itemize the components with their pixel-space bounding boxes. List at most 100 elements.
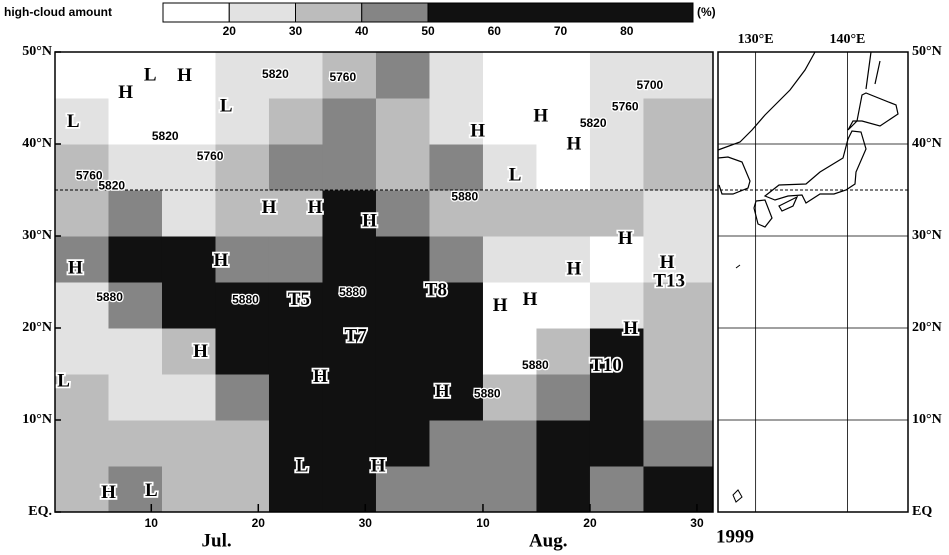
cloud-cell [429, 52, 484, 99]
coastline [763, 130, 867, 204]
cloud-cell [268, 374, 323, 421]
cloud-cell [108, 52, 163, 99]
map-y-tick-label: 50°N [912, 44, 942, 59]
coastline [753, 199, 773, 228]
y-tick-label: 50°N [22, 44, 52, 59]
y-tick-label: 10°N [22, 412, 52, 427]
x-tick-label: 30 [359, 516, 373, 530]
cloud-cell [161, 466, 216, 513]
cloud-cell [161, 282, 216, 329]
pressure-label: H [470, 120, 485, 141]
cloud-cell [589, 190, 644, 237]
cloud-cell [215, 236, 270, 283]
cloud-cell [429, 466, 484, 513]
month-label: Aug. [529, 530, 568, 551]
cloud-cell [322, 98, 377, 145]
y-tick-label: 20°N [22, 320, 52, 335]
cloud-cell [375, 420, 430, 467]
cloud-field [55, 52, 714, 513]
colorbar-tick-label: 70 [554, 24, 568, 38]
cloud-cell [429, 190, 484, 237]
x-tick-label: 10 [145, 516, 159, 530]
colorbar-tick-label: 60 [488, 24, 502, 38]
cloud-cell [643, 98, 714, 145]
cloud-cell [482, 98, 537, 145]
pressure-label: H [177, 65, 192, 86]
cloud-cell [55, 374, 109, 421]
cloud-cell [589, 282, 644, 329]
cloud-cell [589, 374, 644, 421]
y-tick-label: EQ. [28, 504, 52, 519]
cloud-cell [482, 374, 537, 421]
cloud-cell [55, 98, 109, 145]
pressure-label: H [362, 211, 377, 232]
cloud-cell [215, 52, 270, 99]
cloud-cell [55, 190, 109, 237]
cloud-cell [215, 282, 270, 329]
cloud-cell [589, 98, 644, 145]
contour-label: 5880 [232, 293, 259, 307]
cloud-cell [482, 282, 537, 329]
pressure-label: H [68, 257, 83, 278]
cloud-cell [268, 236, 323, 283]
contour-label: 5880 [474, 386, 501, 400]
y-tick-label: 40°N [22, 136, 52, 151]
pressure-label: H [533, 106, 548, 127]
cloud-cell [322, 466, 377, 513]
cloud-cell [108, 420, 163, 467]
cloud-cell [375, 190, 430, 237]
x-tick-label: 20 [583, 516, 597, 530]
cloud-cell [429, 328, 484, 375]
pressure-label: H [101, 482, 116, 503]
contour-label: 5760 [197, 149, 224, 163]
contour-label: 5760 [612, 99, 639, 113]
cloud-cell [536, 52, 591, 99]
cloud-cell [589, 144, 644, 191]
year-label: 1999 [716, 526, 754, 547]
cloud-cell [55, 52, 109, 99]
contour-label: 5820 [152, 129, 179, 143]
cloud-cell [55, 420, 109, 467]
colorbar-tick-label: 30 [289, 24, 303, 38]
cloud-cell [429, 420, 484, 467]
cloud-cell [322, 236, 377, 283]
cloud-cell [536, 466, 591, 513]
contour-label: 5760 [329, 70, 356, 84]
pressure-label: H [371, 455, 386, 476]
cloud-cell [268, 98, 323, 145]
cloud-cell [108, 282, 163, 329]
cloud-cell [589, 236, 644, 283]
pressure-label: L [144, 64, 157, 85]
map-y-tick-label: 10°N [912, 412, 942, 427]
cloud-cell [643, 282, 714, 329]
cloud-cell [375, 328, 430, 375]
cloud-cell [536, 328, 591, 375]
cloud-cell [536, 98, 591, 145]
map-panel [717, 51, 908, 513]
cloud-cell [536, 420, 591, 467]
x-tick-label: 20 [252, 516, 266, 530]
cloud-cell [108, 236, 163, 283]
cloud-cell [536, 282, 591, 329]
island [732, 264, 743, 503]
cloud-cell [589, 466, 644, 513]
cloud-cell [643, 144, 714, 191]
cloud-cell [589, 420, 644, 467]
cloud-cell [215, 374, 270, 421]
cloud-cell [482, 420, 537, 467]
pressure-label: L [57, 371, 70, 392]
cloud-cell [55, 144, 109, 191]
typhoon-label: T7 [345, 326, 368, 347]
cloud-cell [429, 144, 484, 191]
contour-label: 5880 [522, 358, 549, 372]
coastline [778, 195, 799, 212]
cloud-cell [215, 190, 270, 237]
pressure-label: H [618, 228, 633, 249]
cloud-cell [268, 52, 323, 99]
cloud-cell [375, 374, 430, 421]
cloud-cell [429, 282, 484, 329]
cloud-cell [482, 328, 537, 375]
pressure-label: H [493, 295, 508, 316]
colorbar-tick-label: 80 [620, 24, 634, 38]
